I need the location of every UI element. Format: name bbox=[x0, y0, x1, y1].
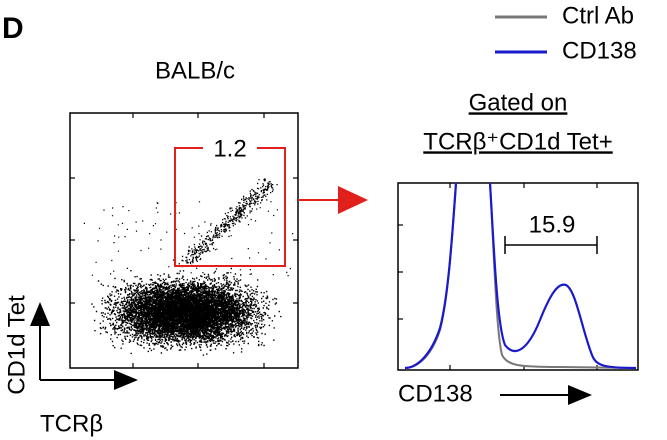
gate-arrow-head bbox=[338, 186, 368, 214]
gate-value: 1.2 bbox=[213, 135, 246, 162]
histogram-cd138 bbox=[404, 182, 637, 370]
gating-text: Gated on bbox=[469, 89, 568, 116]
histogram-ctrl bbox=[404, 182, 637, 369]
legend-label: CD138 bbox=[562, 37, 637, 64]
axis-arrows bbox=[39, 325, 118, 381]
arrow-head bbox=[30, 302, 50, 326]
plot-title: BALB/c bbox=[155, 57, 235, 84]
panel-label: D bbox=[2, 12, 24, 45]
event-dots bbox=[83, 178, 294, 356]
x-axis-label: TCRβ bbox=[40, 410, 103, 437]
bracket-value: 15.9 bbox=[529, 211, 576, 238]
arrow-head bbox=[568, 385, 592, 405]
y-axis-label: CD1d Tet bbox=[3, 295, 30, 395]
ticks bbox=[70, 113, 298, 368]
legend: Ctrl Ab CD138 bbox=[495, 2, 637, 64]
x-axis-label: CD138 bbox=[398, 380, 473, 407]
arrow-head bbox=[114, 370, 138, 390]
gating-text: TCRβ⁺CD1d Tet+ bbox=[423, 128, 612, 155]
legend-label: Ctrl Ab bbox=[562, 2, 634, 29]
plot-frame bbox=[397, 182, 639, 371]
gate-label-bg bbox=[203, 138, 257, 162]
bracket bbox=[504, 236, 598, 254]
